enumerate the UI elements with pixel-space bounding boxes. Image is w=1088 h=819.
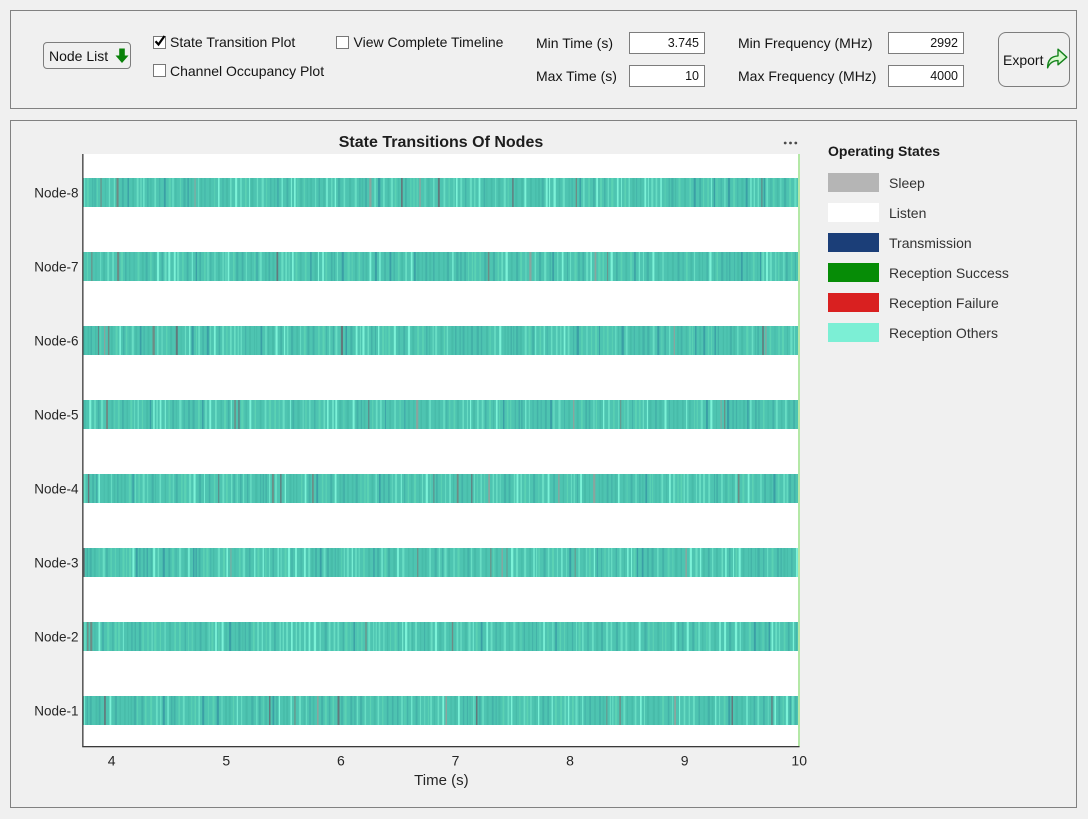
svg-text:5: 5 (222, 753, 230, 769)
svg-text:9: 9 (681, 753, 689, 769)
svg-text:8: 8 (566, 753, 574, 769)
svg-text:Node-6: Node-6 (34, 333, 78, 348)
svg-text:Node-2: Node-2 (34, 629, 78, 644)
svg-text:4: 4 (108, 753, 116, 769)
svg-text:Node-7: Node-7 (34, 259, 78, 274)
svg-text:Node-1: Node-1 (34, 703, 78, 718)
svg-text:Node-4: Node-4 (34, 481, 79, 496)
svg-text:7: 7 (452, 753, 460, 769)
svg-text:Node-8: Node-8 (34, 185, 78, 200)
svg-text:Node-5: Node-5 (34, 407, 78, 422)
svg-text:Time (s): Time (s) (414, 772, 468, 789)
svg-text:6: 6 (337, 753, 345, 769)
svg-text:10: 10 (791, 753, 807, 769)
svg-text:Node-3: Node-3 (34, 555, 78, 570)
